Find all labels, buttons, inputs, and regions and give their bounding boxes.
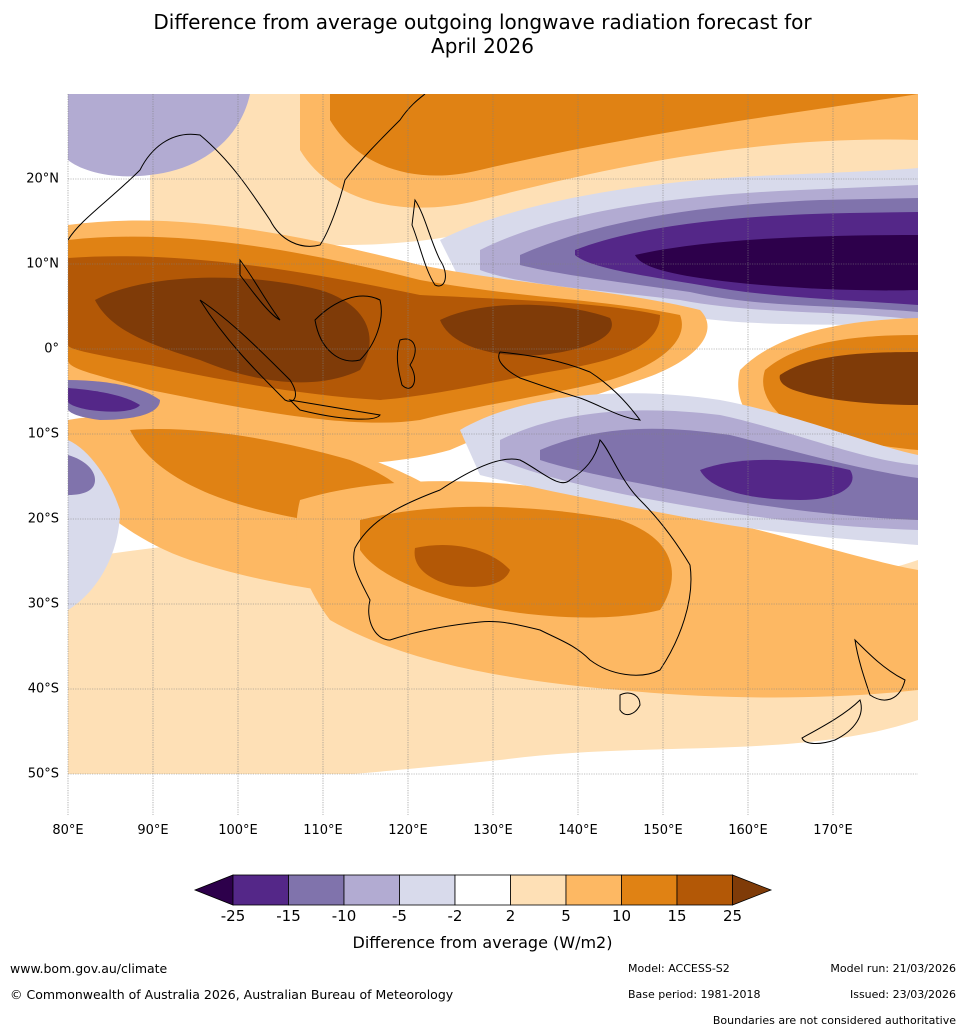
model-name: Model: ACCESS-S2 (628, 962, 730, 975)
anomaly-maritime-core-west (95, 277, 370, 383)
coastline-malay-peninsula (239, 258, 281, 321)
anomaly-pacific-purple-core (635, 235, 918, 291)
coastline-australia (353, 439, 692, 676)
colorbar-tick-label: 25 (722, 907, 743, 925)
colorbar-tick-label: 10 (611, 907, 632, 925)
anomaly-australia-mid (360, 506, 672, 618)
colorbar-tick-label: -10 (331, 907, 357, 925)
lat-label-50s: 50°S (27, 766, 59, 782)
anomaly-west-indian-purple-dark (68, 455, 95, 495)
lon-label-140e: 140°E (558, 823, 598, 838)
lat-label-10n: 10°N (26, 256, 59, 272)
colorbar-segment-2 (288, 874, 345, 906)
anomaly-nw-purple (68, 94, 250, 177)
colorbar-segment-5 (454, 874, 511, 906)
anomaly-band-northern-dark (330, 94, 918, 176)
colorbar-segment-3 (343, 874, 400, 906)
colorbar-arrow-low (193, 874, 234, 906)
lon-label-120e: 120°E (388, 823, 428, 838)
anomaly-west-indian-purple-core (68, 388, 140, 412)
colorbar-segment-9 (676, 874, 733, 906)
colorbar-segment-6 (510, 874, 567, 906)
colorbar-segment-4 (399, 874, 456, 906)
website-link[interactable]: www.bom.gov.au/climate (10, 961, 168, 976)
colorbar-tick-label: 2 (505, 907, 516, 925)
colorbar-tick-label: 15 (667, 907, 687, 925)
map-gridlines (67, 94, 918, 815)
lon-label-110e: 110°E (303, 823, 343, 838)
colorbar-tick-label: -2 (447, 907, 463, 925)
coastline-new-guinea (498, 351, 642, 421)
lon-label-80e: 80°E (52, 823, 84, 838)
map-title: Difference from average outgoing longwav… (0, 10, 965, 58)
colorbar-segment-7 (565, 874, 622, 906)
coastline-new-zealand-south (801, 699, 862, 744)
title-line-1: Difference from average outgoing longwav… (153, 10, 812, 34)
issued-date: Issued: 23/03/2026 (849, 988, 956, 1001)
anomaly-australia-dark (414, 544, 510, 587)
colorbar-tick-label: -25 (220, 907, 246, 925)
coastline-asia (68, 94, 426, 247)
anomaly-sw-pacific-core (700, 459, 853, 500)
colorbar-segment-1 (232, 874, 289, 906)
coastline-sumatra (199, 299, 296, 402)
anomaly-maritime-core-east (440, 304, 612, 356)
copyright-notice: © Commonwealth of Australia 2026, Austra… (10, 987, 454, 1002)
lat-label-10s: 10°S (27, 426, 59, 442)
lon-label-170e: 170°E (813, 823, 853, 838)
lon-label-130e: 130°E (473, 823, 513, 838)
lon-label-100e: 100°E (218, 823, 258, 838)
coastline-java (288, 399, 381, 420)
lat-label-20n: 20°N (26, 171, 59, 187)
coastlines (68, 94, 906, 744)
colorbar-tick-label: -5 (392, 907, 407, 925)
colorbar-tick-label: -15 (276, 907, 301, 925)
lat-label-equator: 0° (44, 341, 59, 357)
colorbar-arrow-high (732, 874, 773, 906)
coastline-borneo (314, 295, 382, 362)
anomaly-east-pacific-core (779, 352, 918, 405)
boundary-disclaimer: Boundaries are not considered authoritat… (712, 1014, 956, 1027)
coastline-sulawesi (396, 338, 416, 389)
lon-label-90e: 90°E (137, 823, 169, 838)
base-period: Base period: 1981-2018 (628, 988, 761, 1001)
colorbar-title: Difference from average (W/m2) (352, 933, 613, 952)
title-line-2: April 2026 (431, 34, 534, 58)
coastline-new-zealand-north (854, 638, 906, 701)
colorbar-segment-8 (621, 874, 678, 906)
lat-label-20s: 20°S (27, 511, 59, 527)
lon-label-150e: 150°E (643, 823, 683, 838)
colorbar-tick-label: 5 (561, 907, 571, 925)
model-run-date: Model run: 21/03/2026 (830, 962, 956, 975)
lon-label-160e: 160°E (728, 823, 768, 838)
coastline-tasmania (619, 692, 641, 716)
coastline-philippines (411, 198, 446, 287)
lat-label-40s: 40°S (27, 681, 59, 697)
anomaly-field (68, 94, 918, 774)
lat-label-30s: 30°S (27, 596, 59, 612)
